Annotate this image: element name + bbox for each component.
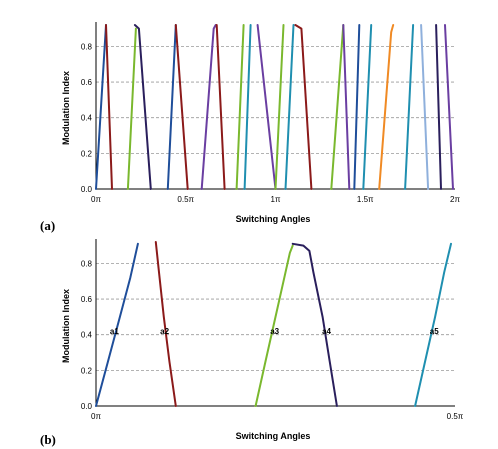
series-line-a-5 (174, 24, 189, 190)
y-tick-label-a-4: 0.8 (81, 42, 93, 51)
series-line-a-16 (353, 24, 361, 190)
series-label-a3: a3 (270, 327, 279, 336)
x-tick-label-a-0: 0π (91, 195, 101, 204)
x-axis-title-b: Switching Angles (236, 431, 311, 441)
y-tick-label-b-3: 0.6 (81, 295, 93, 304)
series-line-a-13 (294, 24, 313, 190)
x-tick-label-a-3: 1.5π (357, 195, 374, 204)
y-tick-label-b-4: 0.8 (81, 259, 93, 268)
series-line-b-4 (414, 242, 452, 407)
series-line-a-1 (105, 24, 113, 190)
series-line-a-4 (166, 24, 177, 190)
series-line-a-22 (444, 24, 454, 190)
x-tick-label-a-4: 2π (450, 195, 460, 204)
series-line-a-9 (243, 24, 252, 190)
x-tick-label-b-0: 0π (91, 412, 101, 421)
x-tick-label-a-2: 1π (271, 195, 281, 204)
series-line-a-17 (362, 24, 373, 190)
y-tick-label-b-1: 0.2 (81, 366, 93, 375)
series-b (95, 241, 452, 407)
series-line-a-18 (378, 24, 395, 190)
y-tick-label-a-3: 0.6 (81, 78, 93, 87)
y-tick-label-b-0: 0.0 (81, 402, 93, 411)
series-label-a4: a4 (322, 327, 331, 336)
series-line-a-10 (256, 24, 277, 190)
y-tick-label-a-0: 0.0 (81, 185, 93, 194)
x-tick-label-a-1: 0.5π (177, 195, 194, 204)
series-label-a2: a2 (160, 327, 169, 336)
y-tick-label-a-2: 0.4 (81, 114, 93, 123)
series-label-a1: a1 (110, 327, 119, 336)
series-line-a-20 (420, 24, 430, 190)
series-label-a5: a5 (430, 327, 439, 336)
series-line-a-19 (404, 24, 415, 190)
series-line-b-3 (291, 242, 338, 407)
series-line-a-8 (235, 24, 245, 190)
series-line-a-7 (215, 24, 226, 190)
series-line-a-12 (284, 24, 295, 190)
panel-label-a: (a) (40, 218, 55, 233)
y-axis-title-a: Modulation Index (61, 71, 71, 145)
series-line-b-2 (254, 244, 294, 407)
series-line-a-11 (274, 24, 285, 190)
tick-labels-b: 0.0 0.2 0.4 0.6 0.8 0π 0.5π (81, 259, 464, 421)
y-tick-label-a-1: 0.2 (81, 149, 93, 158)
y-tick-label-b-2: 0.4 (81, 331, 93, 340)
series-line-a-21 (435, 24, 442, 190)
series-line-a-3 (133, 24, 152, 190)
series-a (95, 24, 454, 190)
axes-b (95, 239, 455, 407)
panel-a: 0.0 0.2 0.4 0.6 0.8 0π 0.5π 1π 1.5π 2π Switching … (40, 22, 460, 233)
series-line-a-14 (330, 24, 345, 190)
x-tick-label-b-1: 0.5π (447, 412, 464, 421)
tick-labels-a: 0.0 0.2 0.4 0.6 0.8 0π 0.5π 1π 1.5π 2π (81, 42, 461, 204)
series-line-a-6 (200, 24, 217, 190)
series-line-a-0 (95, 24, 107, 190)
grid-lines-a (96, 45, 455, 154)
panel-b: 0.0 0.2 0.4 0.6 0.8 0π 0.5π a1 a2 a3 a4 a5 Switchi… (40, 239, 464, 447)
annotations-b: a1 a2 a3 a4 a5 (110, 327, 439, 336)
series-line-b-1 (154, 241, 177, 407)
x-axis-title-a: Switching Angles (236, 214, 311, 224)
series-line-a-2 (126, 27, 137, 190)
series-line-b-0 (95, 242, 139, 407)
y-axis-title-b: Modulation Index (61, 289, 71, 363)
panel-label-b: (b) (40, 432, 56, 447)
series-line-a-15 (342, 24, 351, 190)
